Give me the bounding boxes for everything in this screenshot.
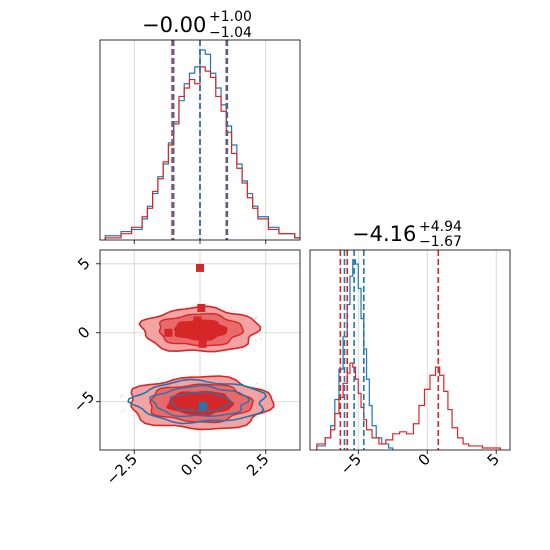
scatter-sample-point xyxy=(121,394,124,397)
panel-scatter-xy: −2.5 0.0 2.5 −5 0 5 xyxy=(70,249,301,489)
hist-y-x-ticks: −5 0 5 xyxy=(337,450,503,478)
scatter-x-ticks: −2.5 0.0 2.5 xyxy=(103,450,273,489)
hist-y-blue-step xyxy=(316,259,394,450)
scatter-sample-point xyxy=(192,304,195,307)
hist-y-x-tick-label: −5 xyxy=(337,450,365,478)
truth-marker-red xyxy=(196,263,204,272)
contour-level xyxy=(127,378,268,425)
scatter-sample-point xyxy=(172,375,175,377)
hist-y-quantile-lines xyxy=(339,250,440,450)
scatter-sample-point xyxy=(256,416,259,419)
truth-marker-red xyxy=(164,328,173,337)
truth-marker-red xyxy=(196,328,204,337)
hist-x-title-minus: −1.04 xyxy=(209,25,252,41)
scatter-y-tick-label: −5 xyxy=(70,388,98,416)
scatter-x-tick-label: 2.5 xyxy=(243,450,273,480)
scatter-y-ticks: −5 0 5 xyxy=(70,254,100,416)
scatter-sample-point xyxy=(121,410,123,413)
truth-marker-red xyxy=(193,316,202,325)
scatter-sample-point xyxy=(232,310,235,313)
scatter-y-tick-label: 5 xyxy=(74,254,93,273)
scatter-contours xyxy=(127,305,275,431)
scatter-x-tick-label: 0.0 xyxy=(177,450,207,480)
scatter-sample-point xyxy=(230,306,233,309)
hist-x-red-step xyxy=(104,66,300,240)
scatter-truth-markers xyxy=(164,263,207,410)
hist-y-red-step xyxy=(316,362,501,450)
scatter-sample-point xyxy=(259,338,262,341)
truth-marker-blue xyxy=(198,401,207,410)
scatter-sample-point xyxy=(157,377,160,380)
scatter-sample-point xyxy=(251,419,254,422)
scatter-sample-point xyxy=(217,430,220,433)
hist-y-x-tick-label: 0 xyxy=(415,450,434,469)
truth-marker-red xyxy=(198,339,207,348)
scatter-sample-point xyxy=(254,339,257,342)
scatter-sample-point xyxy=(156,381,159,384)
scatter-y-tick-label: 0 xyxy=(74,323,93,342)
hist-x-title-plus: +1.00 xyxy=(209,9,252,25)
scatter-sample-point xyxy=(119,396,122,398)
hist-y-title-value: −4.16 xyxy=(352,222,416,246)
scatter-x-tick-label: −2.5 xyxy=(103,450,141,488)
scatter-sample-point xyxy=(267,388,270,391)
scatter-sample-point xyxy=(255,317,258,320)
panel-hist-x: −0.00 +1.00 −1.04 xyxy=(99,9,301,244)
scatter-sample-point xyxy=(123,409,126,412)
hist-x-quantile-lines xyxy=(171,40,229,240)
hist-y-grid xyxy=(357,250,497,450)
hist-y-title-plus: +4.94 xyxy=(419,219,462,235)
hist-y-frame xyxy=(309,249,511,451)
contour-level xyxy=(169,391,232,412)
hist-y-x-tick-label: 5 xyxy=(484,450,503,469)
hist-x-blue-step xyxy=(104,49,300,240)
contour-level xyxy=(148,384,251,418)
hist-x-title-value: −0.00 xyxy=(142,13,206,37)
hist-y-title-minus: −1.67 xyxy=(419,234,462,250)
scatter-sample-point xyxy=(255,382,258,385)
panel-hist-y: −5 0 5 −4.16 +4.94 −1.67 xyxy=(309,219,511,478)
scatter-sample-point xyxy=(255,415,257,418)
scatter-sample-point xyxy=(255,315,257,318)
truth-marker-red xyxy=(197,303,206,312)
scatter-sample-point xyxy=(240,348,243,351)
hist-x-ticks xyxy=(133,240,267,244)
scatter-sample-point xyxy=(139,334,142,337)
